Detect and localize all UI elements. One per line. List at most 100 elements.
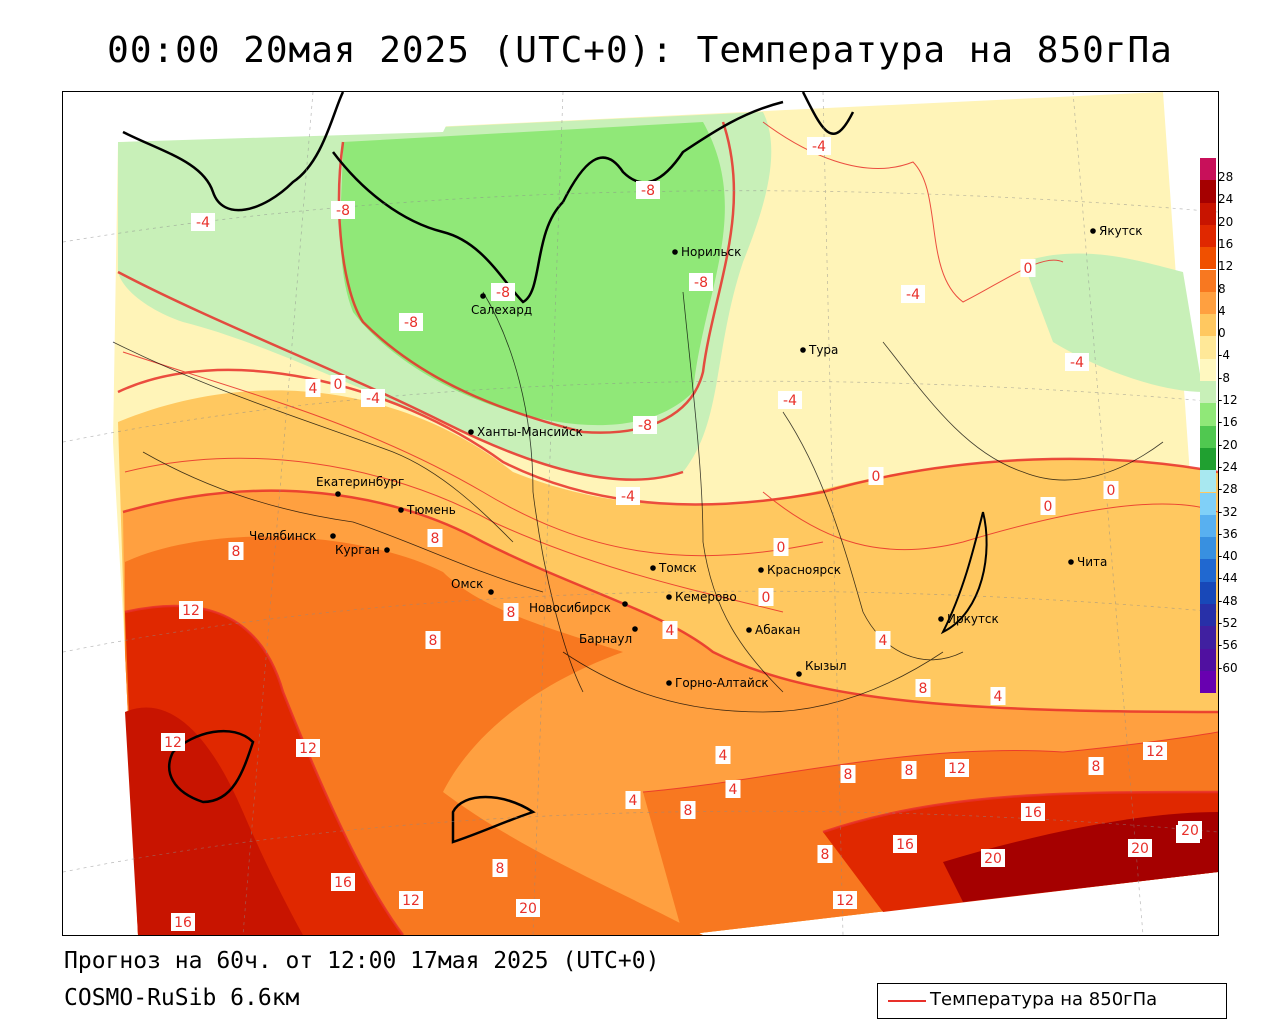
city-dot [1090, 228, 1096, 234]
colorbar-tick-label: -36 [1218, 526, 1238, 541]
colorbar-tick-label: -4 [1218, 348, 1230, 363]
city-dot [398, 507, 404, 513]
isotherm-label-bg [427, 529, 443, 547]
isotherm-label-bg [1065, 353, 1089, 371]
isotherm-label-bg [1103, 481, 1119, 499]
isotherm-label-bg [305, 379, 321, 397]
isotherm-label-bg [833, 891, 857, 909]
colorbar-tick-label: -44 [1218, 571, 1238, 586]
colorbar-tick-label: -20 [1218, 437, 1238, 452]
colorbar-tick-label: -28 [1218, 482, 1238, 497]
isotherm-label: 12 [164, 735, 182, 751]
isotherm-label-bg [945, 759, 969, 777]
isotherm-label: -8 [404, 315, 418, 331]
isotherm-label-bg [503, 603, 519, 621]
isotherm-label: 0 [762, 590, 771, 606]
colorbar-tick-label: 4 [1218, 303, 1226, 318]
isotherm-label: 4 [666, 623, 675, 639]
colorbar-tick-label: -12 [1218, 393, 1238, 407]
isotherm-labels: -4-8-8-8-8-8-8-4-40-4-4-4-40000004444444… [161, 137, 1202, 931]
isotherm-label-bg [875, 631, 891, 649]
isotherm-label-bg [399, 891, 423, 909]
city-label: Челябинск [249, 529, 316, 543]
isotherm-label: 4 [879, 633, 888, 649]
isotherm-label: -8 [641, 183, 655, 199]
colorbar-tick-label: -8 [1218, 370, 1230, 385]
isotherm-label: 12 [836, 893, 854, 909]
city-dot [672, 249, 678, 255]
city-label: Кемерово [675, 590, 737, 604]
isotherm-label-bg [228, 542, 244, 560]
colorbar-segment [1200, 514, 1216, 538]
isotherm-label: -4 [366, 391, 380, 407]
isotherm-label: -4 [783, 393, 797, 409]
isotherm-label: 0 [777, 540, 786, 556]
city-label: Иркутск [947, 612, 999, 626]
isotherm-label-bg [1143, 742, 1167, 760]
isotherm-label-bg [778, 391, 802, 409]
isotherm-label-bg [191, 213, 215, 231]
isotherm-label-bg [915, 679, 931, 697]
city-dot [666, 680, 672, 686]
isotherm-label-bg [1040, 497, 1056, 515]
isotherm-label-bg [990, 687, 1006, 705]
isotherm-label-bg [689, 273, 713, 291]
city-dot [758, 567, 764, 573]
colorbar-segment [1200, 648, 1216, 671]
city-dot [938, 616, 944, 622]
isotherm-label: 8 [919, 681, 928, 697]
isotherm-label: 0 [1107, 483, 1116, 499]
colorbar-segment [1200, 158, 1216, 181]
isotherm-label: 12 [948, 761, 966, 777]
isotherm-label: 4 [719, 748, 728, 764]
colorbar-segment [1200, 537, 1216, 560]
city-dot [384, 547, 390, 553]
colorbar-segment [1200, 670, 1216, 694]
isotherm-label: -4 [906, 287, 920, 303]
colorbar-tick-label: -52 [1218, 616, 1238, 630]
city-dot [622, 601, 628, 607]
colorbar-tick-label: 16 [1218, 236, 1234, 251]
isotherm-label-bg [868, 467, 884, 485]
isotherm-label: -4 [621, 489, 635, 505]
colorbar-segment [1200, 447, 1216, 471]
isotherm-label: 0 [1044, 499, 1053, 515]
isotherm-label-bg [1021, 803, 1045, 821]
isotherm-label-bg [1020, 259, 1036, 277]
colorbar-segment [1200, 314, 1216, 337]
city-label: Тюмень [406, 503, 456, 517]
isotherm-label-bg [492, 859, 508, 877]
isotherm-label: 8 [684, 803, 693, 819]
city-label: Чита [1077, 555, 1107, 569]
city-dot [480, 293, 486, 299]
colorbar-tick-label: -40 [1218, 549, 1238, 564]
legend-line-swatch [888, 1000, 926, 1002]
colorbar-segment [1200, 403, 1216, 426]
isotherm-label-bg [893, 835, 917, 853]
colorbar-tick-label: -60 [1218, 660, 1238, 675]
isotherm-label: -4 [812, 139, 826, 155]
colorbar-segment [1200, 291, 1216, 315]
isotherm-label-bg [817, 845, 833, 863]
city-label: Горно-Алтайск [675, 676, 769, 690]
isotherm-label: 4 [994, 689, 1003, 705]
isotherm-label-bg [662, 621, 678, 639]
city-label: Ханты-Мансийск [477, 425, 583, 439]
colorbar-tick-label: -32 [1218, 504, 1238, 519]
city-dot [1068, 559, 1074, 565]
colorbar-tick-label: -56 [1218, 638, 1238, 653]
colorbar-segment [1200, 470, 1216, 493]
isotherm-label: 4 [309, 381, 318, 397]
isotherm-label-bg [161, 733, 185, 751]
isotherm-label-bg [901, 761, 917, 779]
isotherm-label: 0 [334, 377, 343, 393]
city-dot [796, 671, 802, 677]
isotherm-label: -4 [1070, 355, 1084, 371]
colorbar-segment [1200, 247, 1216, 270]
colorbar-tick-label: 24 [1218, 192, 1234, 207]
isotherm-label: -8 [496, 285, 510, 301]
isotherm-label: 8 [844, 767, 853, 783]
isotherm-label-bg [981, 849, 1005, 867]
isotherm-label: 0 [1024, 261, 1033, 277]
colorbar-segment [1200, 626, 1216, 649]
